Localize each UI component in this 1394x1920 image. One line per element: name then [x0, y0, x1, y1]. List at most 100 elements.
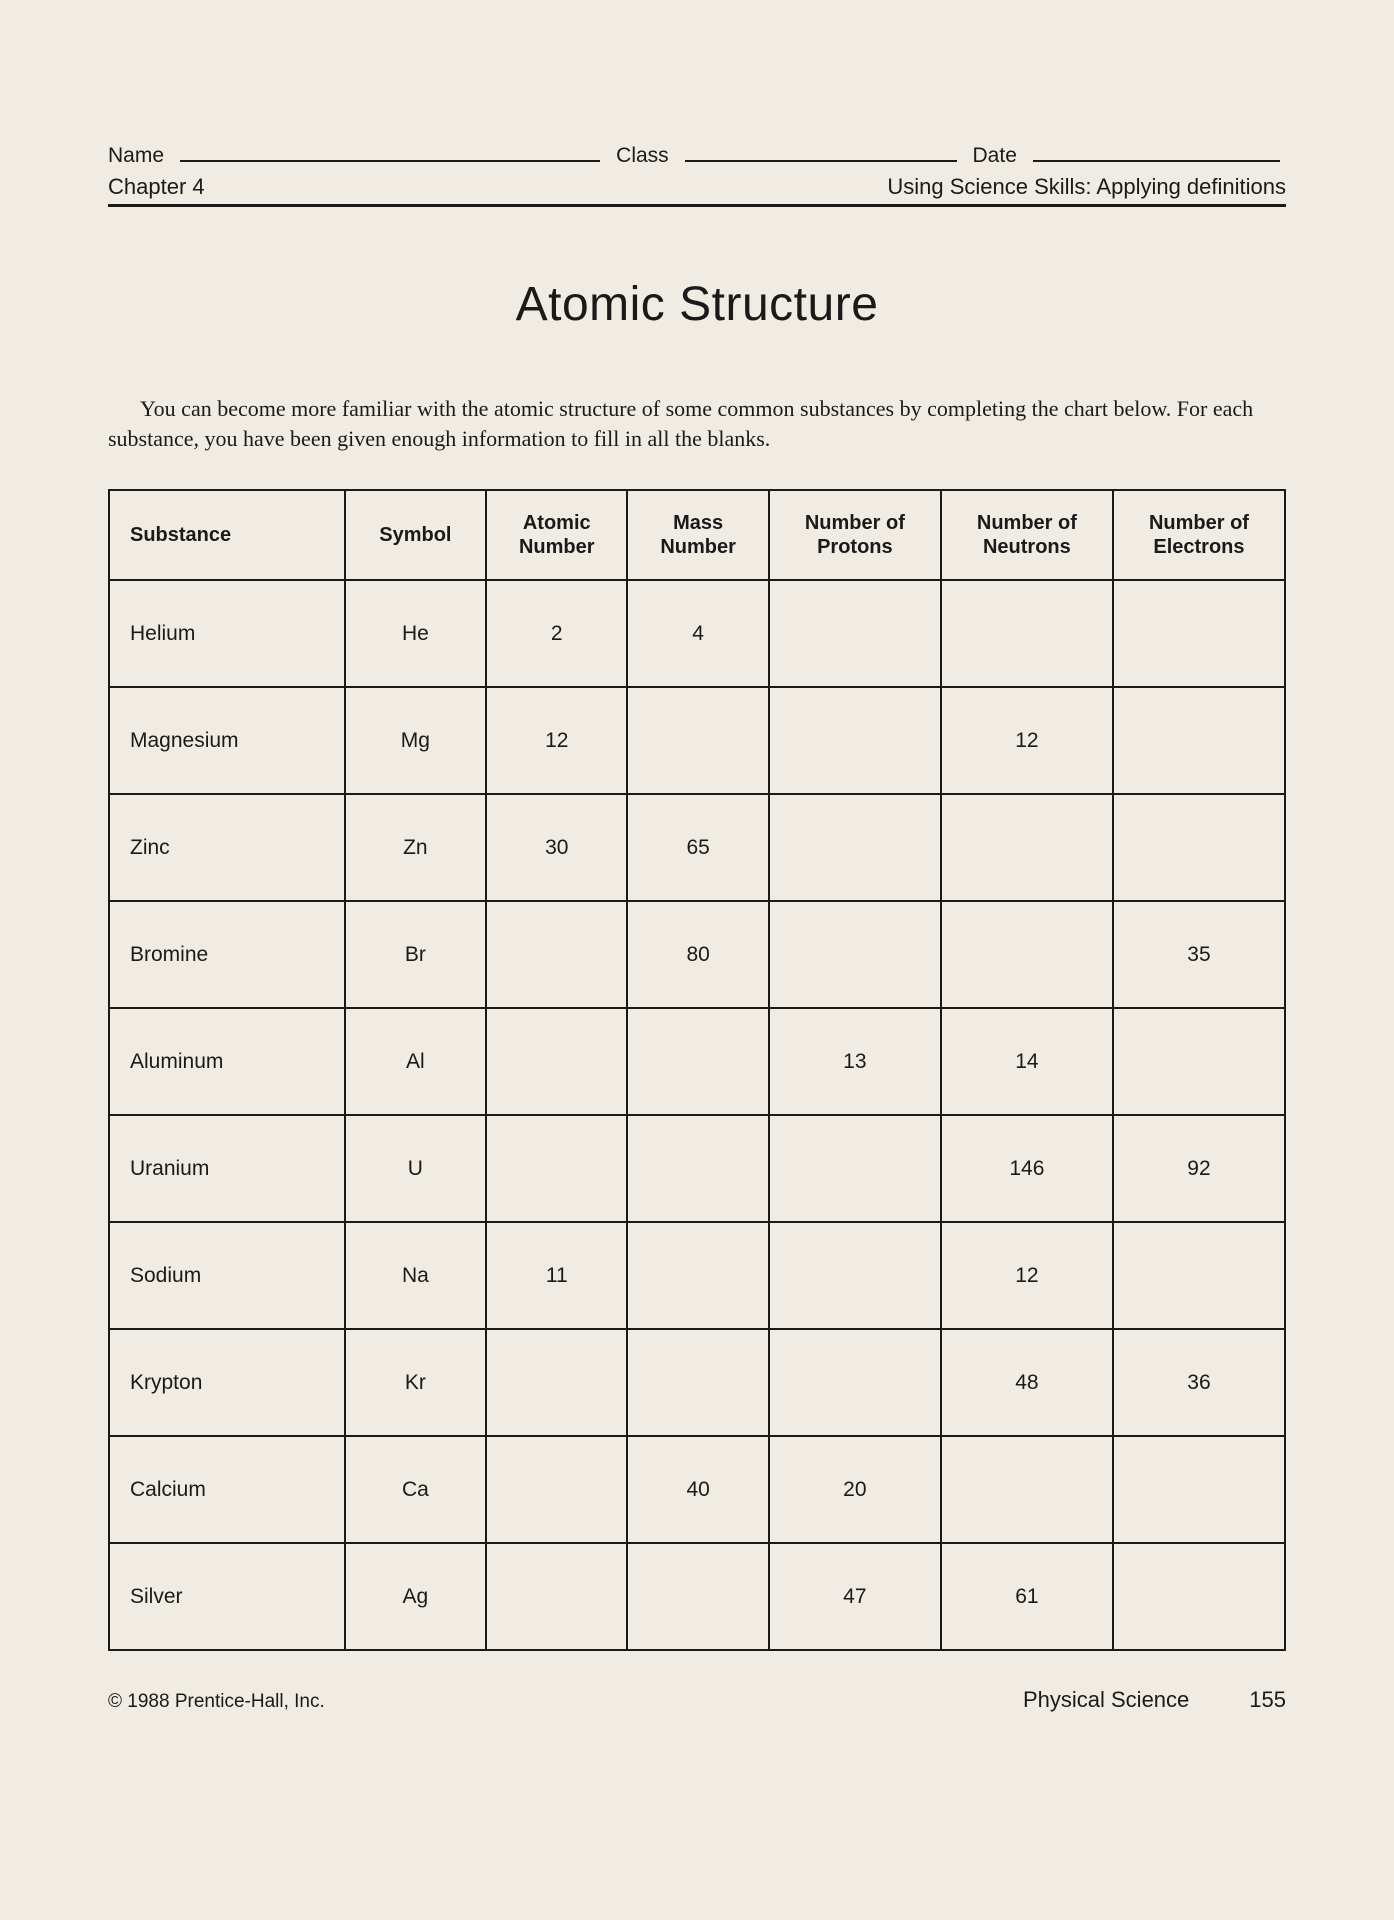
- chapter-label: Chapter 4: [108, 174, 205, 200]
- page-footer: © 1988 Prentice-Hall, Inc. Physical Scie…: [108, 1687, 1286, 1713]
- table-cell: Uranium: [109, 1115, 345, 1222]
- table-cell[interactable]: [941, 580, 1113, 687]
- table-cell[interactable]: [627, 1543, 768, 1650]
- table-cell: Zn: [345, 794, 486, 901]
- name-blank[interactable]: [180, 140, 600, 162]
- table-cell: 146: [941, 1115, 1113, 1222]
- table-cell[interactable]: [769, 580, 941, 687]
- table-cell[interactable]: [769, 901, 941, 1008]
- table-cell: 35: [1113, 901, 1285, 1008]
- table-cell: 30: [486, 794, 627, 901]
- table-cell[interactable]: [627, 1329, 768, 1436]
- table-cell[interactable]: [627, 1222, 768, 1329]
- copyright: © 1988 Prentice-Hall, Inc.: [108, 1691, 325, 1713]
- date-label: Date: [973, 144, 1017, 168]
- table-cell[interactable]: [769, 794, 941, 901]
- table-cell: Silver: [109, 1543, 345, 1650]
- header-fields: Name Class Date: [108, 140, 1286, 168]
- table-cell: Zinc: [109, 794, 345, 901]
- table-cell: Ag: [345, 1543, 486, 1650]
- table-cell[interactable]: [941, 794, 1113, 901]
- table-cell: 65: [627, 794, 768, 901]
- table-row: UraniumU 14692: [109, 1115, 1285, 1222]
- table-cell[interactable]: [627, 1115, 768, 1222]
- table-cell[interactable]: [941, 1436, 1113, 1543]
- table-cell: Aluminum: [109, 1008, 345, 1115]
- table-cell: 4: [627, 580, 768, 687]
- table-cell: Magnesium: [109, 687, 345, 794]
- subject: Physical Science: [1023, 1687, 1189, 1713]
- skill-label: Using Science Skills: Applying definitio…: [887, 174, 1286, 200]
- table-row: CalciumCa4020: [109, 1436, 1285, 1543]
- class-label: Class: [616, 144, 669, 168]
- table-cell: Calcium: [109, 1436, 345, 1543]
- table-cell: Mg: [345, 687, 486, 794]
- table-cell[interactable]: [486, 1008, 627, 1115]
- table-cell: 36: [1113, 1329, 1285, 1436]
- table-cell[interactable]: [486, 1115, 627, 1222]
- table-cell: 61: [941, 1543, 1113, 1650]
- table-body: HeliumHe24MagnesiumMg1212ZincZn3065Bromi…: [109, 580, 1285, 1650]
- table-cell[interactable]: [627, 687, 768, 794]
- table-cell: Kr: [345, 1329, 486, 1436]
- table-row: AluminumAl 1314: [109, 1008, 1285, 1115]
- table-row: BromineBr 80 35: [109, 901, 1285, 1008]
- table-row: HeliumHe24: [109, 580, 1285, 687]
- table-cell: 92: [1113, 1115, 1285, 1222]
- table-row: MagnesiumMg1212: [109, 687, 1285, 794]
- table-cell[interactable]: [486, 1543, 627, 1650]
- table-cell: 11: [486, 1222, 627, 1329]
- table-cell: 47: [769, 1543, 941, 1650]
- table-cell: Al: [345, 1008, 486, 1115]
- intro-paragraph: You can become more familiar with the at…: [108, 394, 1286, 453]
- page-number: 155: [1249, 1687, 1286, 1713]
- table-cell: Bromine: [109, 901, 345, 1008]
- table-cell[interactable]: [1113, 580, 1285, 687]
- col-electrons: Number of Electrons: [1113, 490, 1285, 580]
- table-cell: 12: [941, 687, 1113, 794]
- table-cell[interactable]: [769, 1329, 941, 1436]
- table-cell[interactable]: [1113, 687, 1285, 794]
- table-cell: 14: [941, 1008, 1113, 1115]
- table-cell[interactable]: [1113, 1008, 1285, 1115]
- table-cell[interactable]: [486, 1436, 627, 1543]
- table-cell[interactable]: [941, 901, 1113, 1008]
- table-cell: 12: [486, 687, 627, 794]
- table-cell: Helium: [109, 580, 345, 687]
- col-symbol: Symbol: [345, 490, 486, 580]
- table-row: ZincZn3065: [109, 794, 1285, 901]
- table-cell: Sodium: [109, 1222, 345, 1329]
- class-blank[interactable]: [685, 140, 957, 162]
- table-row: SilverAg 4761: [109, 1543, 1285, 1650]
- table-cell: 13: [769, 1008, 941, 1115]
- table-row: SodiumNa11 12: [109, 1222, 1285, 1329]
- table-cell: 12: [941, 1222, 1113, 1329]
- table-cell[interactable]: [1113, 1436, 1285, 1543]
- sub-header: Chapter 4 Using Science Skills: Applying…: [108, 174, 1286, 207]
- table-header-row: Substance Symbol Atomic Number Mass Numb…: [109, 490, 1285, 580]
- table-cell[interactable]: [1113, 1543, 1285, 1650]
- table-cell: Na: [345, 1222, 486, 1329]
- table-cell: He: [345, 580, 486, 687]
- table-cell: Br: [345, 901, 486, 1008]
- table-row: KryptonKr 4836: [109, 1329, 1285, 1436]
- table-cell[interactable]: [486, 901, 627, 1008]
- col-protons: Number of Protons: [769, 490, 941, 580]
- col-atomic-number: Atomic Number: [486, 490, 627, 580]
- table-cell[interactable]: [769, 1115, 941, 1222]
- table-cell[interactable]: [769, 687, 941, 794]
- table-cell[interactable]: [627, 1008, 768, 1115]
- table-cell[interactable]: [486, 1329, 627, 1436]
- atomic-structure-table: Substance Symbol Atomic Number Mass Numb…: [108, 489, 1286, 1651]
- table-cell: 80: [627, 901, 768, 1008]
- table-cell: 40: [627, 1436, 768, 1543]
- table-cell[interactable]: [1113, 794, 1285, 901]
- table-cell: 48: [941, 1329, 1113, 1436]
- table-cell[interactable]: [769, 1222, 941, 1329]
- table-cell: Ca: [345, 1436, 486, 1543]
- col-neutrons: Number of Neutrons: [941, 490, 1113, 580]
- table-cell[interactable]: [1113, 1222, 1285, 1329]
- table-cell: U: [345, 1115, 486, 1222]
- date-blank[interactable]: [1033, 140, 1280, 162]
- table-cell: Krypton: [109, 1329, 345, 1436]
